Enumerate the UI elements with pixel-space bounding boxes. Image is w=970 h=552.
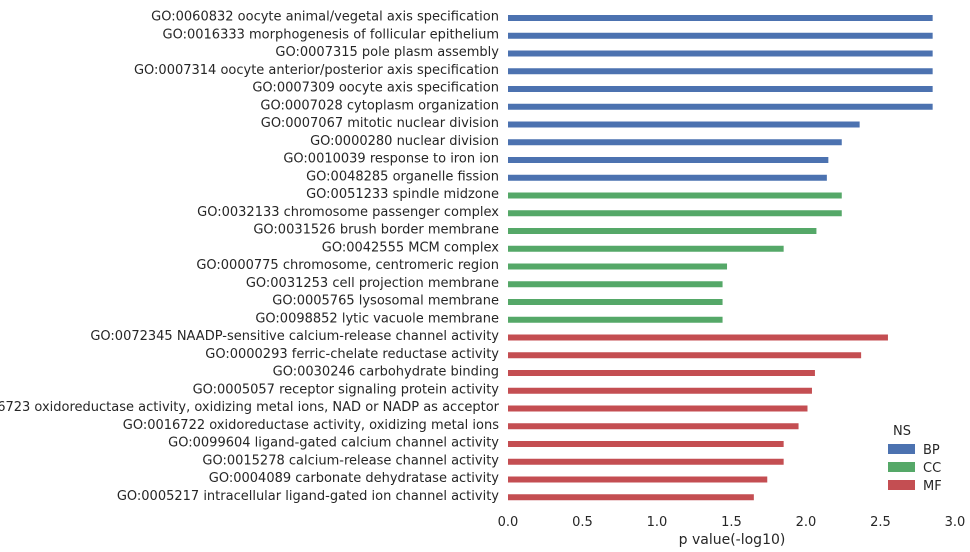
category-labels: GO:0060832 oocyte animal/vegetal axis sp… <box>0 10 500 504</box>
x-tick-label: 2.5 <box>870 515 891 530</box>
bar <box>508 423 799 430</box>
legend-title: NS <box>893 424 911 439</box>
category-label: GO:0060832 oocyte animal/vegetal axis sp… <box>151 10 499 25</box>
bar <box>508 15 933 21</box>
category-label: GO:0000775 chromosome, centromeric regio… <box>196 258 499 273</box>
bar <box>508 32 933 39</box>
bar <box>508 228 817 234</box>
bar <box>508 192 842 199</box>
category-label: GO:0048285 organelle fission <box>306 169 499 184</box>
bar <box>508 405 808 412</box>
legend-swatch-mf <box>888 480 915 490</box>
bar <box>508 316 723 323</box>
bar <box>508 103 933 110</box>
bar <box>508 245 784 252</box>
category-label: GO:0072345 NAADP-sensitive calcium-relea… <box>90 329 499 344</box>
category-label: GO:0010039 response to iron ion <box>283 152 499 167</box>
category-label: GO:0007314 oocyte anterior/posterior axi… <box>134 63 499 78</box>
category-label: GO:0005765 lysosomal membrane <box>272 294 499 309</box>
bar <box>508 494 754 501</box>
category-label: GO:0042555 MCM complex <box>322 240 500 255</box>
category-label: GO:0007067 mitotic nuclear division <box>261 116 499 131</box>
bar <box>508 441 784 447</box>
category-label: GO:0051233 spindle midzone <box>306 187 499 202</box>
category-label: GO:0007309 oocyte axis specification <box>252 81 499 96</box>
category-label: GO:0004089 carbonate dehydratase activit… <box>209 471 500 486</box>
bar <box>508 370 815 376</box>
category-label: GO:0098852 lytic vacuole membrane <box>255 311 499 326</box>
category-label: GO:0007028 cytoplasm organization <box>260 98 499 113</box>
x-axis-ticks: 0.0 0.5 1.0 1.5 2.0 2.5 3.0 <box>498 515 966 530</box>
category-label: GO:0016722 oxidoreductase activity, oxid… <box>123 418 499 433</box>
bar <box>508 352 862 359</box>
bar <box>508 68 933 75</box>
bar <box>508 50 933 57</box>
legend-swatch-bp <box>888 444 915 454</box>
category-label: GO:0031253 cell projection membrane <box>246 276 499 291</box>
bar <box>508 299 723 305</box>
x-tick-label: 0.5 <box>572 515 593 530</box>
bar <box>508 157 829 163</box>
category-label: GO:0005217 intracellular ligand-gated io… <box>117 489 499 504</box>
category-label: GO:0000280 nuclear division <box>310 134 499 149</box>
x-tick-label: 3.0 <box>945 515 966 530</box>
category-label: GO:0007315 pole plasm assembly <box>275 45 499 60</box>
bar <box>508 476 768 483</box>
bar <box>508 281 723 288</box>
category-label: GO:0030246 carbohydrate binding <box>273 365 499 380</box>
bar <box>508 86 933 92</box>
legend: NS BP CC MF <box>888 424 942 494</box>
legend-label-mf: MF <box>923 479 942 494</box>
bar <box>508 263 728 270</box>
category-label: GO:0031526 brush border membrane <box>253 223 499 238</box>
category-label: GO:0032133 chromosome passenger complex <box>197 205 499 220</box>
category-label: GO:0016723 oxidoreductase activity, oxid… <box>0 400 500 415</box>
category-label: GO:0000293 ferric-chelate reductase acti… <box>205 347 499 362</box>
bars-layer <box>508 15 933 501</box>
bar <box>508 458 784 465</box>
bar <box>508 121 860 128</box>
legend-items: BP CC MF <box>888 443 942 494</box>
x-tick-label: 1.5 <box>721 515 742 530</box>
category-label: GO:0015278 calcium-release channel activ… <box>202 453 499 468</box>
category-label: GO:0016333 morphogenesis of follicular e… <box>163 27 499 42</box>
x-tick-label: 1.0 <box>647 515 668 530</box>
legend-label-bp: BP <box>923 443 940 458</box>
category-label: GO:0099604 ligand-gated calcium channel … <box>168 436 499 451</box>
bar <box>508 139 842 146</box>
x-axis-title: p value(-log10) <box>679 532 786 548</box>
bar <box>508 334 888 341</box>
x-tick-label: 0.0 <box>498 515 519 530</box>
bar <box>508 210 842 217</box>
legend-swatch-cc <box>888 462 915 472</box>
legend-label-cc: CC <box>923 461 941 476</box>
category-label: GO:0005057 receptor signaling protein ac… <box>193 382 500 397</box>
x-tick-label: 2.0 <box>796 515 817 530</box>
bar <box>508 174 827 181</box>
bar <box>508 387 812 394</box>
